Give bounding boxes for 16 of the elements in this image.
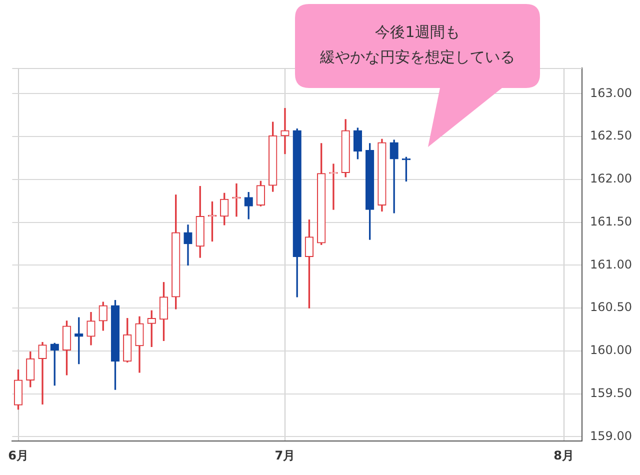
y-tick-label: 159.50 [590,386,632,400]
x-tick-label: 7月 [274,448,296,462]
y-tick-label: 160.50 [590,300,632,314]
candlestick [280,108,290,154]
y-tick-label: 162.50 [590,128,632,143]
candlestick [329,164,338,210]
candlestick [38,342,47,404]
y-tick-label: 161.00 [590,257,632,272]
y-tick-label: 161.50 [590,214,632,228]
y-tick-label: 162.00 [590,172,632,186]
y-tick-label: 163.00 [590,86,632,100]
y-tick-label: 160.00 [590,343,632,358]
text: 今後1週間も緩やかな円安を想定している [319,22,516,68]
x-tick-label: 6月 [8,448,28,462]
x-tick-label: 8月 [554,448,574,462]
y-tick-label: 159.00 [590,428,632,443]
